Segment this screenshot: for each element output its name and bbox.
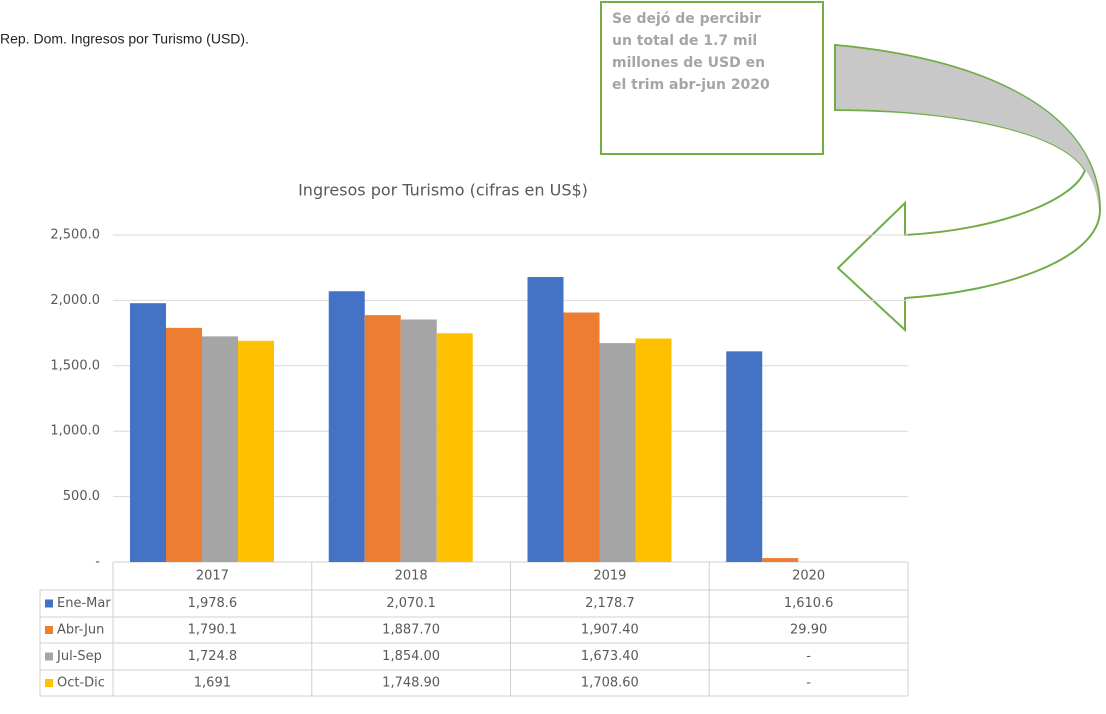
legend-swatch	[45, 652, 53, 661]
legend-swatch	[45, 679, 53, 687]
bar	[328, 291, 365, 562]
bar	[364, 315, 401, 562]
value-label: 1,673.40	[581, 649, 639, 664]
x-tick-label: 2020	[792, 569, 825, 584]
value-label: 1,708.60	[581, 676, 639, 691]
value-label: 2,070.1	[386, 596, 436, 611]
heading: Rep. Dom. Ingresos por Turismo (USD).	[0, 31, 249, 47]
y-tick-label: 1,500.0	[50, 358, 100, 373]
value-label: -	[806, 676, 811, 691]
value-label: 2,178.7	[585, 596, 635, 611]
value-label: 1,691	[194, 676, 231, 691]
value-label: 29.90	[790, 623, 827, 638]
value-label: 1,724.8	[188, 649, 238, 664]
x-tick-label: 2018	[395, 569, 428, 584]
value-label: 1,790.1	[188, 623, 238, 638]
legend-swatch	[45, 626, 53, 634]
bar	[202, 336, 238, 562]
y-tick-label: 2,000.0	[50, 293, 100, 308]
bar	[726, 351, 763, 562]
bar	[166, 327, 202, 562]
bar	[130, 303, 166, 562]
value-label: 1,978.6	[188, 596, 238, 611]
annotation-line: Se dejó de percibir	[612, 11, 761, 27]
y-tick-label: 2,500.0	[50, 228, 100, 243]
annotation-box	[600, 1, 824, 155]
y-tick-label: -	[95, 555, 100, 570]
annotation-line: millones de USD en	[612, 55, 765, 71]
legend-label: Abr-Jun	[57, 623, 104, 638]
value-label: 1,610.6	[784, 596, 834, 611]
legend-label: Jul-Sep	[56, 649, 102, 664]
bar	[563, 312, 600, 562]
value-label: 1,887.70	[382, 623, 440, 638]
x-tick-label: 2019	[593, 569, 626, 584]
chart-title: Ingresos por Turismo (cifras en US$)	[298, 181, 588, 200]
value-label: 1,854.00	[382, 649, 440, 664]
y-tick-label: 500.0	[63, 489, 100, 504]
bar	[527, 277, 564, 562]
annotation-line: el trim abr-jun 2020	[612, 77, 770, 93]
legend-label: Ene-Mar	[57, 596, 111, 611]
bar	[635, 338, 672, 562]
arrow-fill	[836, 46, 1099, 208]
value-label: 1,748.90	[382, 676, 440, 691]
bar	[238, 340, 274, 562]
bar	[436, 333, 473, 562]
y-tick-label: 1,000.0	[50, 424, 100, 439]
value-label: -	[806, 649, 811, 664]
x-tick-label: 2017	[196, 569, 229, 584]
bar	[400, 319, 437, 562]
bar	[762, 558, 799, 562]
legend-label: Oct-Dic	[57, 676, 105, 691]
annotation-line: un total de 1.7 mil	[612, 33, 757, 49]
bar	[599, 343, 636, 562]
legend-swatch	[45, 599, 53, 608]
value-label: 1,907.40	[581, 623, 639, 638]
